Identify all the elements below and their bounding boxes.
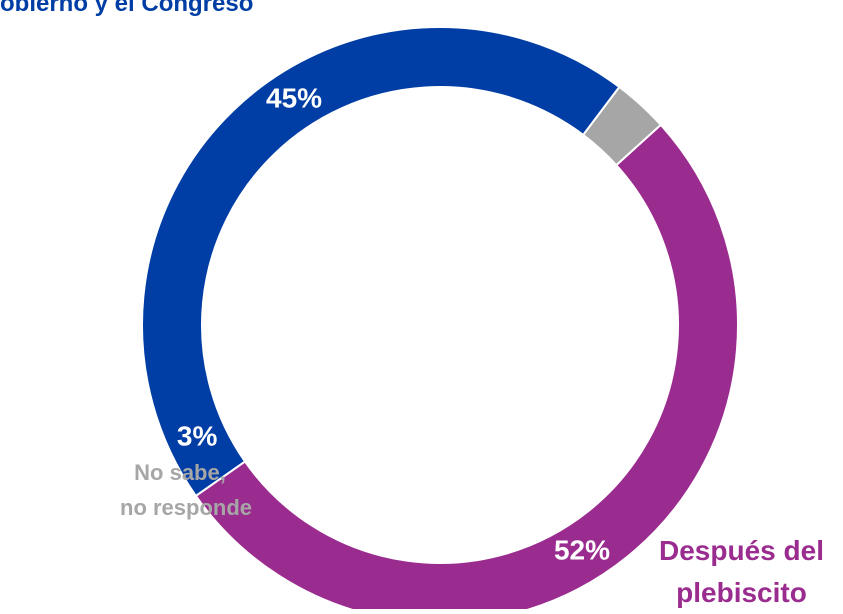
slice-3: [581, 85, 663, 167]
slice-52: [194, 123, 739, 609]
slice-3-label: 3%: [177, 421, 218, 452]
slice-45: [141, 26, 621, 498]
chart-title: obierno y el Congreso: [0, 0, 254, 17]
category-label-no-sabe: No sabe, no responde: [120, 455, 253, 525]
category-label-no-sabe-line1: No sabe,: [134, 460, 226, 485]
category-label-despues-line2: plebiscito: [676, 577, 807, 608]
category-label-despues: Después del plebiscito: [640, 530, 843, 614]
slice-45-label: 45%: [266, 83, 322, 114]
slice-52-label: 52%: [554, 535, 610, 566]
category-label-no-sabe-line2: no responde: [120, 495, 253, 520]
donut-slice-labels: 45% 52% 3%: [177, 83, 610, 566]
category-label-despues-line1: Después del: [659, 535, 824, 566]
donut-slices: [141, 26, 739, 609]
